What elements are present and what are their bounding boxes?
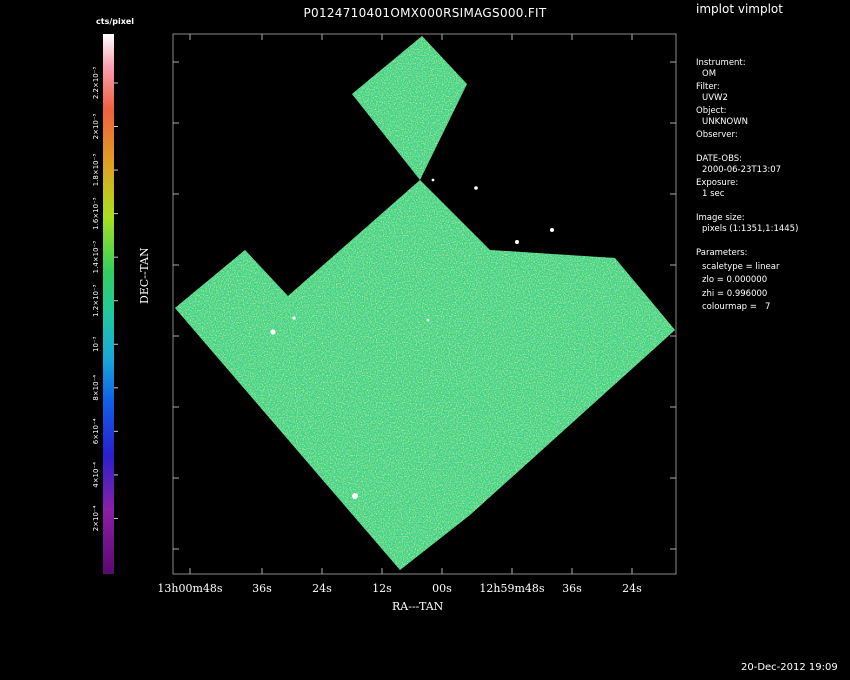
plot-frame bbox=[172, 33, 677, 575]
exposure-label: Exposure: bbox=[696, 178, 739, 188]
instrument-label: Instrument: bbox=[696, 58, 746, 68]
x-tick-label: 24s bbox=[622, 582, 642, 595]
point-sources bbox=[270, 178, 554, 499]
scaletype-value: scaletype = linear bbox=[702, 261, 780, 272]
colourmap-value: colourmap = 7 bbox=[702, 302, 771, 312]
colorbar-ticks: 2×10⁻⁴ 4×10⁻⁴ 6×10⁻⁴ 8×10⁻⁴ 10⁻³ 1.2×10⁻³ 1.4×… bbox=[92, 67, 118, 531]
filter-value: UVW2 bbox=[702, 92, 728, 103]
x-axis-label: RA---TAN bbox=[392, 600, 444, 613]
point-source bbox=[352, 493, 358, 499]
image-title: P0124710401OMX000RSIMAGS000.FIT bbox=[303, 6, 547, 20]
y-axis-label: DEC--TAN bbox=[138, 247, 151, 304]
instrument-value: OM bbox=[702, 68, 717, 79]
image-field bbox=[175, 36, 675, 570]
x-tick-label: 12s bbox=[372, 582, 392, 595]
point-source bbox=[431, 178, 435, 182]
object-label: Object: bbox=[696, 106, 727, 116]
point-source bbox=[292, 316, 296, 320]
zlo-value: zlo = 0.000000 bbox=[702, 275, 768, 285]
object-value: UNKNOWN bbox=[702, 116, 748, 127]
x-tick-label: 12h59m48s bbox=[479, 582, 545, 595]
colorbar-tick-label: 6×10⁻⁴ bbox=[92, 418, 100, 444]
colorbar-tick-label: 1.8×10⁻³ bbox=[92, 154, 100, 187]
app-title: implot vimplot bbox=[696, 2, 783, 16]
colorbar-tick-label: 2×10⁻³ bbox=[92, 113, 100, 139]
parameters-label: Parameters: bbox=[696, 248, 748, 258]
observer-value bbox=[696, 141, 798, 152]
observer-label: Observer: bbox=[696, 130, 738, 140]
point-source bbox=[550, 228, 554, 232]
colorbar-tick-label: 10⁻³ bbox=[92, 336, 100, 352]
colorbar-tick-label: 1.6×10⁻³ bbox=[92, 197, 100, 230]
point-source bbox=[426, 318, 430, 322]
zhi-value: zhi = 0.996000 bbox=[702, 288, 768, 299]
plot-timestamp: 20-Dec-2012 19:09 bbox=[741, 662, 838, 673]
colorbar bbox=[103, 34, 114, 574]
x-tick-label: 36s bbox=[252, 582, 272, 595]
point-source bbox=[270, 329, 276, 335]
info-panel: Instrument: OM Filter: UVW2 Object: UNKN… bbox=[696, 58, 798, 313]
colorbar-tick-label: 8×10⁻⁴ bbox=[92, 375, 100, 401]
colorbar-tick-label: 2×10⁻⁴ bbox=[92, 505, 100, 531]
date-obs-label: DATE-OBS: bbox=[696, 154, 743, 164]
x-tick-label: 36s bbox=[562, 582, 582, 595]
filter-label: Filter: bbox=[696, 82, 720, 92]
colorbar-tick-label: 1.2×10⁻³ bbox=[92, 284, 100, 317]
image-size-value: pixels (1:1351,1:1445) bbox=[702, 223, 799, 234]
x-tick-label: 24s bbox=[312, 582, 332, 595]
x-tick-label: 13h00m48s bbox=[157, 582, 223, 595]
noise-texture bbox=[175, 36, 675, 570]
exposure-value: 1 sec bbox=[702, 188, 725, 199]
frame-ticks bbox=[173, 34, 676, 574]
colorbar-tick-label: 2.2×10⁻³ bbox=[92, 67, 100, 100]
colorbar-tick-label: 4×10⁻⁴ bbox=[92, 462, 100, 488]
colorbar-tick-label: 1.4×10⁻³ bbox=[92, 241, 100, 274]
x-tick-label: 00s bbox=[432, 582, 452, 595]
image-size-label: Image size: bbox=[696, 213, 745, 223]
point-source bbox=[515, 240, 519, 244]
x-tick-labels: 13h00m48s 36s 24s 12s 00s 12h59m48s 36s 24s bbox=[157, 582, 642, 595]
colorbar-unit: cts/pixel bbox=[96, 17, 135, 26]
date-obs-value: 2000-06-23T13:07 bbox=[702, 164, 782, 175]
point-source bbox=[474, 186, 478, 190]
